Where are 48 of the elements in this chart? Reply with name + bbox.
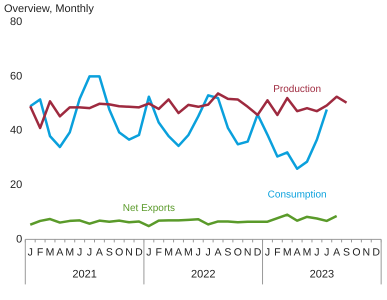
y-tick-label: 0 <box>16 233 22 246</box>
x-tick-label: M <box>65 246 74 259</box>
y-tick-label: 60 <box>10 70 22 82</box>
x-tick-label: D <box>372 246 380 259</box>
x-tick-label: F <box>156 246 162 259</box>
x-tick-label: A <box>56 246 64 259</box>
y-tick-label: 40 <box>10 124 22 137</box>
x-tick-label: J <box>146 246 152 259</box>
text: 2022 <box>190 268 216 280</box>
chart-title: Overview, Monthly <box>4 3 94 15</box>
x-tick-label: S <box>106 246 113 259</box>
x-tick-label: A <box>214 246 222 259</box>
x-tick-label: N <box>362 246 370 259</box>
x-tick-label: M <box>164 246 173 259</box>
x-tick-label: A <box>175 246 182 259</box>
series-label: Production <box>273 84 322 95</box>
x-tick-label: A <box>333 246 340 259</box>
x-tick-label: J <box>324 246 330 259</box>
x-tick-label: J <box>206 246 211 259</box>
x-tick-label: A <box>96 246 103 259</box>
x-tick-label: F <box>274 246 281 259</box>
x-tick-label: D <box>135 246 144 259</box>
x-tick-label: J <box>196 246 201 259</box>
y-tick-label: 20 <box>10 179 22 192</box>
x-tick-label: J <box>264 246 270 259</box>
x-tick-label: J <box>86 246 92 259</box>
text: 2023 <box>310 268 334 280</box>
x-tick-label: M <box>282 246 292 259</box>
x-tick-label: N <box>244 246 252 259</box>
text: 2021 <box>72 268 97 280</box>
series-label: Net Exports <box>122 202 175 214</box>
x-tick-label: O <box>115 246 124 259</box>
x-tick-label: A <box>294 246 301 259</box>
x-tick-label: F <box>36 246 44 259</box>
x-tick-label: O <box>352 246 361 259</box>
x-tick-label: S <box>224 246 232 259</box>
x-tick-label: D <box>254 246 262 259</box>
x-tick-label: S <box>343 246 350 259</box>
y-tick-label: 80 <box>10 16 22 28</box>
x-tick-label: J <box>77 246 82 259</box>
text: Consumption <box>268 189 327 200</box>
x-tick-label: J <box>28 246 33 259</box>
x-tick-label: M <box>302 246 312 259</box>
x-tick-label: M <box>46 246 54 259</box>
x-tick-label: M <box>184 246 193 259</box>
x-tick-label: J <box>314 246 320 259</box>
x-tick-label: O <box>234 246 242 259</box>
x-tick-label: N <box>125 246 133 259</box>
